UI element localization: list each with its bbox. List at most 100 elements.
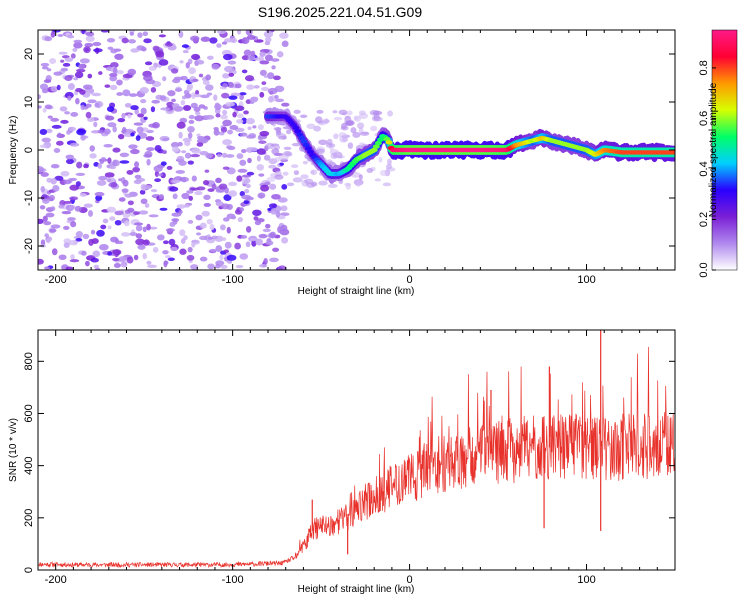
noise-blob — [132, 166, 140, 173]
noise-blob — [223, 217, 230, 222]
noise-blob — [221, 41, 228, 45]
noise-blob — [198, 104, 206, 109]
noise-blob — [209, 37, 218, 44]
noise-blob — [263, 30, 274, 38]
noise-blob — [142, 185, 153, 190]
noise-blob — [149, 226, 158, 230]
noise-blob — [43, 79, 52, 84]
noise-blob — [97, 129, 105, 134]
noise-blob — [222, 119, 232, 127]
noise-blob — [273, 75, 281, 81]
noise-blob — [259, 60, 270, 65]
noise-blob — [231, 215, 237, 220]
noise-blob — [164, 42, 173, 47]
noise-blob — [227, 129, 234, 135]
noise-blob — [161, 150, 167, 154]
noise-blob — [109, 84, 118, 91]
noise-blob — [181, 150, 187, 154]
noise-blob — [73, 42, 83, 49]
noise-blob — [221, 203, 230, 210]
spectrogram-x-tick-label: -200 — [45, 274, 67, 286]
noise-blob — [124, 193, 133, 198]
noise-blob — [274, 174, 284, 180]
noise-blob — [249, 147, 258, 152]
noise-blob — [150, 106, 156, 113]
noise-blob — [237, 216, 243, 223]
noise-blob — [70, 53, 76, 59]
noise-blob — [232, 111, 237, 118]
noise-blob — [64, 111, 71, 115]
noise-blob — [187, 132, 193, 139]
noise-blob — [316, 109, 324, 114]
noise-blob — [250, 50, 256, 57]
noise-blob — [181, 95, 187, 100]
noise-blob — [167, 90, 176, 97]
noise-blob — [38, 94, 42, 100]
noise-blob — [100, 30, 109, 33]
noise-blob — [245, 30, 253, 36]
noise-blob — [269, 231, 276, 239]
noise-blob — [146, 260, 152, 265]
noise-blob — [374, 178, 381, 182]
noise-blob — [182, 50, 189, 54]
noise-blob — [96, 180, 107, 186]
noise-blob — [202, 180, 210, 186]
noise-blob — [137, 32, 143, 38]
noise-blob — [370, 125, 378, 132]
noise-blob — [69, 142, 80, 147]
noise-blob — [69, 177, 78, 181]
noise-blob — [193, 106, 201, 112]
noise-blob — [41, 88, 49, 94]
noise-blob — [280, 224, 288, 232]
noise-blob — [116, 70, 124, 75]
noise-blob — [39, 144, 47, 148]
noise-blob — [67, 95, 72, 101]
noise-blob — [133, 122, 144, 126]
noise-blob — [346, 110, 353, 116]
noise-blob — [180, 100, 186, 106]
noise-blob — [258, 233, 268, 239]
noise-blob — [282, 171, 289, 176]
spectrogram-x-tick-label: -100 — [222, 274, 244, 286]
noise-blob — [186, 254, 195, 261]
noise-blob — [254, 220, 262, 226]
noise-blob — [215, 260, 225, 266]
noise-blob — [359, 131, 370, 137]
noise-blob — [257, 134, 264, 141]
noise-blob — [92, 41, 102, 47]
noise-blob — [281, 236, 289, 244]
noise-blob — [178, 131, 183, 139]
noise-blob — [318, 180, 328, 186]
noise-blob — [152, 45, 160, 52]
noise-blob — [243, 179, 249, 185]
noise-blob — [228, 95, 238, 100]
noise-blob — [239, 253, 249, 260]
noise-blob — [148, 214, 159, 218]
noise-blob — [43, 221, 52, 226]
noise-blob — [170, 141, 180, 149]
noise-blob — [137, 244, 146, 250]
noise-blob — [257, 192, 266, 199]
noise-blob — [162, 250, 169, 255]
noise-blob — [190, 154, 201, 158]
noise-blob — [267, 87, 278, 95]
noise-blob — [51, 248, 58, 256]
noise-blob — [245, 117, 255, 125]
noise-blob — [192, 239, 197, 243]
noise-blob — [215, 177, 222, 184]
noise-blob — [171, 179, 180, 184]
noise-blob — [227, 60, 237, 65]
noise-blob — [107, 122, 117, 128]
colorbar-tick-label: 0.2 — [698, 212, 710, 227]
noise-blob — [114, 53, 124, 60]
noise-blob — [160, 107, 171, 111]
noise-blob — [202, 80, 210, 86]
noise-blob — [216, 30, 227, 35]
ridge-core — [304, 146, 312, 151]
noise-blob — [122, 89, 131, 97]
noise-blob — [74, 205, 82, 212]
noise-blob — [306, 123, 316, 130]
noise-blob — [109, 165, 117, 170]
noise-blob — [41, 137, 52, 143]
noise-blob — [38, 105, 42, 109]
